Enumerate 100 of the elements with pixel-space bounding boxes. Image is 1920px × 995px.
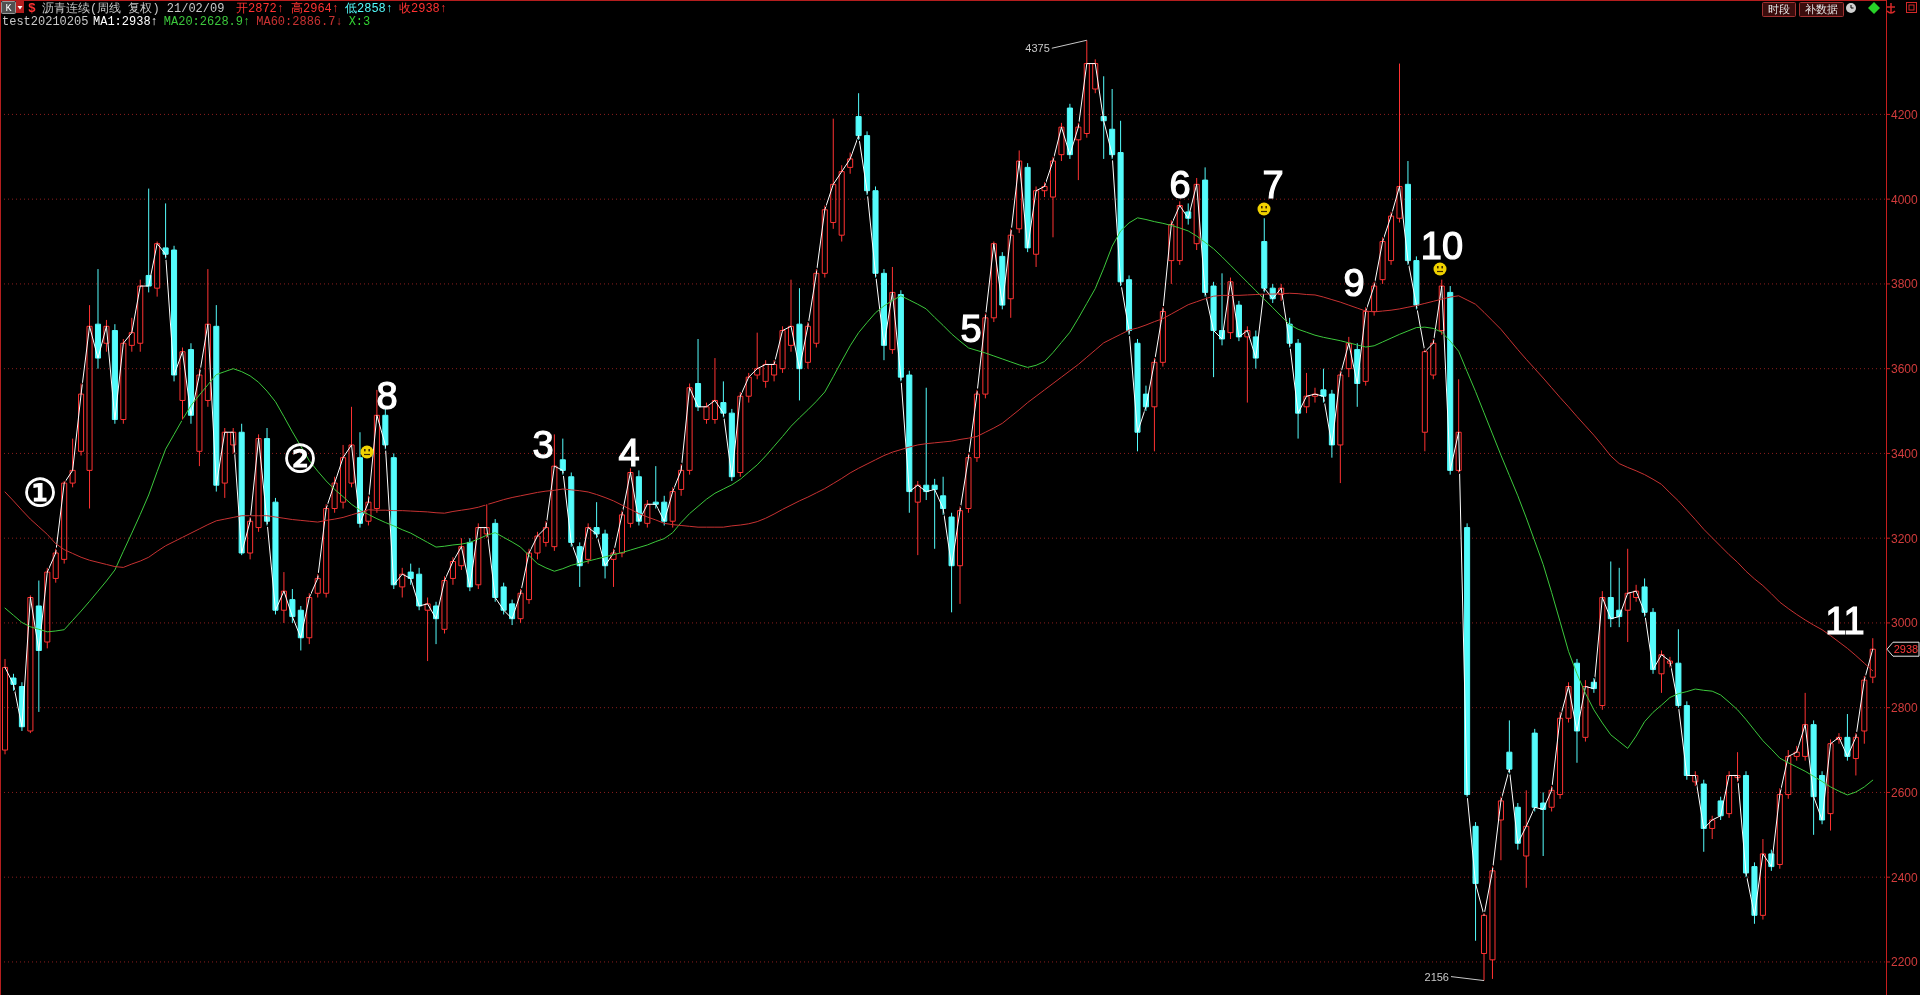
candlestick: [44, 567, 51, 649]
annotation: 6: [1169, 164, 1191, 206]
candlestick: [1472, 821, 1479, 942]
candlestick: [1565, 681, 1572, 724]
y-tick-label: 3200: [1891, 531, 1919, 546]
annotation: 低2858↑: [345, 2, 394, 16]
candlestick: [1683, 700, 1690, 781]
candlestick: [1742, 770, 1750, 878]
candlestick: [585, 522, 592, 565]
candlestick: [1861, 675, 1868, 745]
candlestick: [1371, 281, 1378, 317]
candlestick: [1337, 370, 1344, 484]
candlestick: [830, 118, 837, 230]
annotation: 4375: [1025, 42, 1050, 55]
candlestick: [1295, 338, 1302, 440]
candlestick: [1100, 75, 1107, 160]
candlestick: [796, 287, 803, 401]
candlestick: [399, 567, 406, 599]
annotation: 时段: [1768, 3, 1790, 17]
candlestick: [407, 563, 414, 586]
candlestick: [771, 359, 778, 382]
candlestick: [1531, 728, 1538, 813]
legend: MA1:2938↑ MA20:2628.9↑ MA60:2886.7↓: [93, 15, 343, 29]
candlestick: [1852, 732, 1859, 776]
candlestick: [1176, 200, 1183, 266]
candlestick: [644, 499, 651, 529]
candlestick: [610, 548, 617, 588]
candlestick: [263, 427, 271, 526]
candlestick: [559, 438, 566, 476]
candlestick: [137, 279, 144, 353]
candlestick: [1117, 120, 1124, 287]
candlestick: [1776, 787, 1783, 870]
candlestick: [1557, 711, 1564, 800]
candlestick: [838, 164, 845, 243]
candlestick: [990, 241, 997, 323]
candlestick: [27, 594, 34, 734]
candlestick: [280, 571, 287, 624]
candlestick: [931, 478, 938, 550]
candlestick: [1624, 548, 1631, 643]
candlestick: [1523, 789, 1530, 889]
candlestick: [373, 389, 380, 514]
annotation: 补数据: [1805, 3, 1838, 17]
candlestick: [542, 520, 549, 548]
candlestick: [804, 321, 811, 370]
candlestick: [348, 406, 355, 488]
annotation: 4: [618, 432, 640, 474]
candlestick: [1007, 228, 1014, 319]
candlestick: [1455, 378, 1462, 473]
candlestick: [864, 130, 871, 196]
candlestick: [230, 427, 237, 454]
candlestick: [449, 556, 456, 586]
candlestick: [940, 476, 947, 516]
candlestick: [1785, 749, 1792, 800]
candlestick: [1168, 219, 1175, 285]
annotation: 10: [1420, 225, 1464, 267]
candlestick: [669, 486, 676, 529]
candlestick: [1869, 637, 1876, 684]
candlestick: [737, 391, 744, 478]
annotation: ①: [22, 472, 58, 514]
y-tick-label: 4200: [1891, 107, 1919, 122]
y-tick-label: 3800: [1891, 277, 1919, 292]
candlestick: [247, 516, 254, 560]
annotation: 收2938↑: [399, 2, 448, 16]
candlestick: [424, 597, 431, 662]
candlestick: [1083, 39, 1090, 139]
annotation: 5: [960, 308, 982, 350]
candlestick: [762, 359, 769, 389]
annotation: 高2964↑: [291, 1, 340, 16]
candlestick: [340, 444, 347, 510]
candlestick: [1650, 607, 1657, 675]
candlestick: [1126, 274, 1133, 336]
candlestick: [1244, 325, 1251, 404]
y-tick-label: 2200: [1891, 955, 1919, 970]
candlestick: [1802, 692, 1809, 762]
candlestick: [416, 567, 423, 611]
candlestick: [678, 463, 685, 497]
annotation: 开2872↑: [236, 2, 285, 16]
annotation: 3: [532, 424, 554, 466]
candlestick: [1058, 122, 1065, 162]
candlestick: [1692, 770, 1699, 787]
candlestick: [1421, 349, 1428, 452]
candlestick: [483, 503, 490, 539]
chart-title: 沥青连续(周线 复权) 21/02/09: [42, 2, 225, 16]
annotation: 2156: [1424, 970, 1450, 983]
candlestick: [1404, 160, 1411, 266]
candlestick: [517, 588, 524, 624]
y-tick-label: 2600: [1891, 785, 1919, 800]
candlestick: [1, 658, 9, 755]
candlestick: [686, 383, 693, 476]
candlestick: [61, 480, 68, 565]
candlestick: [1700, 779, 1707, 853]
candlestick: [1159, 306, 1166, 368]
candlestick: [1379, 236, 1386, 285]
line-series: [4, 63, 1874, 916]
candlestick: [754, 332, 761, 380]
candlestick: [120, 338, 127, 425]
candlestick: [1396, 63, 1403, 223]
annotation: K: [5, 2, 12, 14]
candlestick: [745, 372, 752, 404]
annotation: 7: [1262, 164, 1284, 206]
